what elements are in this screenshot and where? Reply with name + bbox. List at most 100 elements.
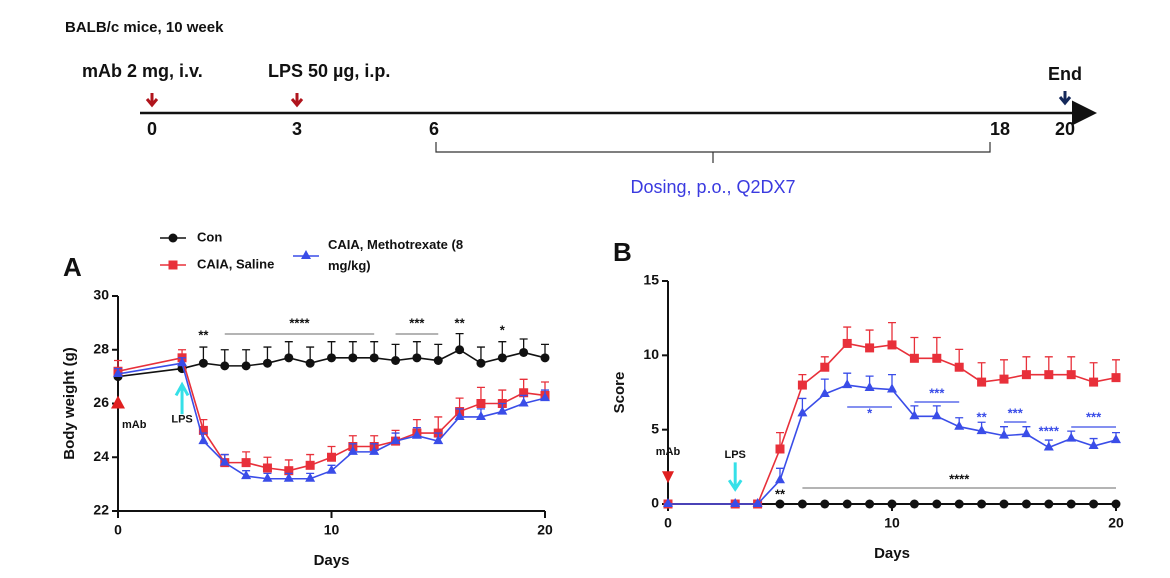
significance-label: *** [929,385,945,400]
point [1066,432,1077,442]
event-marker [727,462,743,492]
point [497,405,508,415]
significance-label: ** [775,486,786,501]
timeline-day: 0 [147,119,157,139]
significance-label: ** [977,409,988,424]
point [1089,499,1099,509]
y-tick-label: 15 [643,272,659,288]
point [909,499,919,509]
point [820,499,830,509]
point [1088,440,1099,450]
significance-label: * [500,322,506,337]
point [412,353,422,363]
point [284,353,294,363]
point [347,445,358,455]
point [369,445,380,455]
legend-label: Con [197,229,222,244]
point [198,358,208,368]
point [999,499,1009,509]
y-tick-label: 10 [643,346,659,362]
point [391,356,401,365]
x-axis-label: Days [314,552,350,569]
point [540,392,550,402]
point [797,380,807,390]
point [954,420,965,430]
point [220,361,230,371]
point [284,466,294,476]
significance-label: ** [198,327,209,342]
point [1111,434,1121,444]
point [327,452,336,462]
significance-label: *** [409,315,425,330]
point [775,474,785,484]
y-axis-label: Body weight (g) [61,347,78,460]
point [797,407,808,417]
point [198,425,208,435]
point [476,358,486,368]
end-arrow [1058,91,1072,106]
point [262,463,272,473]
point [999,374,1009,384]
mab-arrow [145,93,159,108]
point [977,377,987,387]
point [864,382,875,392]
point [348,353,358,363]
point [497,353,507,363]
point [842,379,853,389]
point [326,464,337,474]
point [1044,499,1054,509]
point [1111,373,1121,383]
point [454,410,465,420]
point [262,472,273,482]
point [411,429,422,439]
legend-marker [168,233,178,243]
y-tick-label: 28 [93,340,109,356]
event-label: LPS [171,414,192,426]
point [241,470,252,480]
timeline-day: 6 [429,119,439,139]
point [540,353,550,363]
point [775,444,785,454]
dosing-bracket [435,142,991,163]
significance-label: * [867,405,873,420]
point [909,410,920,420]
point [305,358,315,368]
point [455,345,465,355]
point [730,498,741,507]
event-marker [662,471,674,484]
y-axis-label: Score [611,372,628,414]
point [932,499,942,509]
lps-arrow [290,93,304,108]
point [1021,499,1031,509]
point [820,362,830,372]
timeline-lps: LPS 50 µg, i.p. [268,61,390,81]
significance-label: ** [455,315,466,330]
significance-label: **** [289,315,310,330]
legend-label: CAIA, Saline [197,256,274,271]
legend-label: CAIA, Methotrexate (8 mg/kg) [328,237,464,273]
event-marker [111,395,125,409]
timeline-mab: mAb 2 mg, i.v. [82,61,203,81]
y-tick-label: 26 [93,394,109,410]
point [198,435,209,445]
point [931,410,942,420]
x-tick-label: 10 [324,522,340,538]
point [390,435,401,445]
event-label: LPS [724,449,745,461]
point [954,499,964,509]
point [1111,499,1121,509]
significance-label: *** [1086,409,1102,424]
point [842,338,852,348]
point [1021,370,1031,380]
point [775,499,785,509]
point [1066,499,1076,509]
point [177,357,188,367]
x-tick-label: 0 [664,515,672,531]
point [663,498,673,507]
x-tick-label: 20 [1108,515,1124,531]
point [977,499,987,509]
x-tick-label: 10 [884,515,900,531]
significance-label: **** [1039,423,1060,438]
point [476,399,486,408]
